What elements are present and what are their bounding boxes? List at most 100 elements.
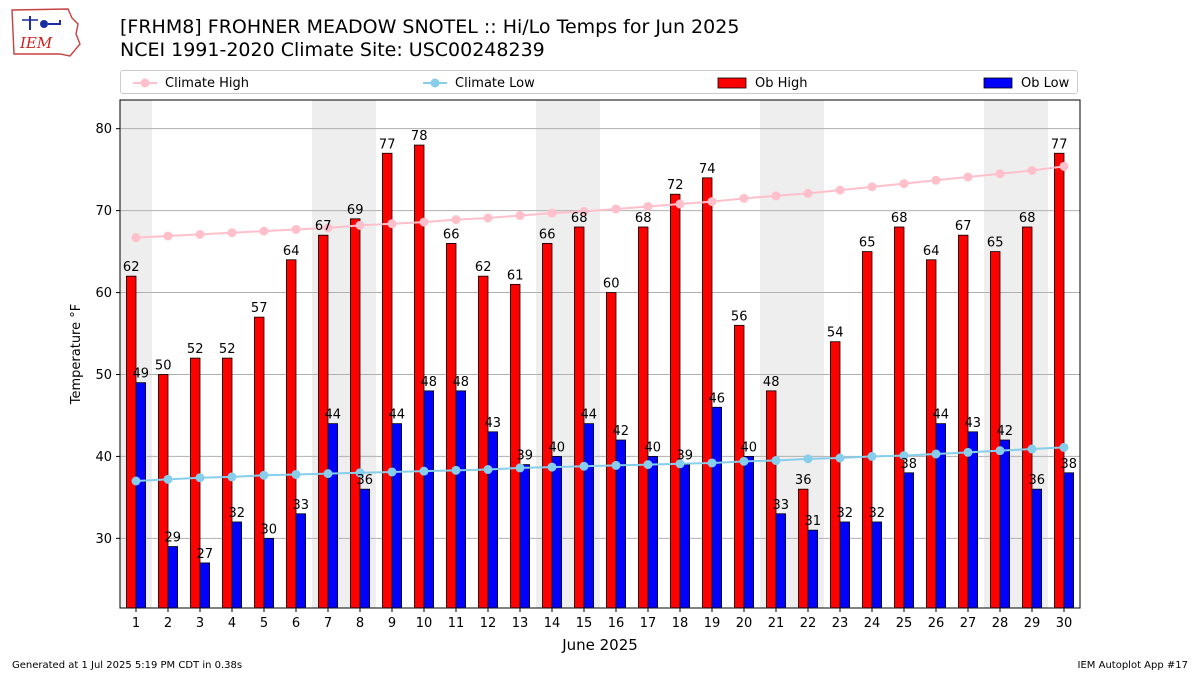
data-label-ob-high: 66 xyxy=(539,227,556,242)
data-label-ob-low: 36 xyxy=(357,473,374,488)
climate-low-point xyxy=(387,467,397,477)
chart-legend: Climate High Climate Low Ob High Ob Low xyxy=(120,70,1078,94)
data-label-ob-low: 46 xyxy=(709,391,726,406)
data-label-ob-low: 43 xyxy=(965,416,982,431)
bar-ob-high xyxy=(734,324,745,609)
data-label-ob-high: 50 xyxy=(155,358,172,373)
data-label-ob-low: 38 xyxy=(1061,457,1078,472)
bar-ob-high xyxy=(253,316,265,609)
legend-item-ob-high: Ob High xyxy=(717,74,808,92)
data-label-ob-high: 67 xyxy=(315,219,332,234)
climate-low-point xyxy=(419,466,429,476)
x-tick-label: 20 xyxy=(736,616,753,631)
data-label-ob-low: 29 xyxy=(165,531,182,546)
legend-label-climate-high: Climate High xyxy=(165,75,250,91)
climate-high-point xyxy=(547,208,557,218)
legend-swatch-climate-low xyxy=(423,78,447,88)
x-tick-label: 18 xyxy=(672,616,689,631)
climate-low-line xyxy=(135,446,1065,482)
climate-high-point xyxy=(803,188,813,198)
bar-ob-high xyxy=(542,242,553,609)
data-label-ob-high: 62 xyxy=(123,260,140,275)
bar-ob-low xyxy=(743,456,755,609)
climate-high-point xyxy=(1027,165,1037,175)
climate-high-point xyxy=(451,215,461,225)
climate-high-point xyxy=(579,206,589,216)
x-tick-label: 3 xyxy=(196,616,204,631)
bar-ob-low xyxy=(967,431,979,609)
climate-low-point xyxy=(515,463,525,473)
data-label-ob-low: 48 xyxy=(453,375,470,390)
y-tick-label: 50 xyxy=(95,368,112,383)
legend-item-ob-low: Ob Low xyxy=(983,74,1069,92)
bar-ob-low xyxy=(487,431,499,609)
climate-high-point xyxy=(163,231,173,241)
data-label-ob-high: 56 xyxy=(731,309,748,324)
bar-ob-low xyxy=(359,488,371,609)
data-label-ob-high: 72 xyxy=(667,178,684,193)
legend-swatch-ob-high xyxy=(717,77,747,89)
bar-ob-high xyxy=(445,242,457,609)
climate-low-point xyxy=(131,476,141,486)
climate-low-point xyxy=(611,460,621,470)
bar-ob-low xyxy=(167,546,179,609)
bar-ob-high xyxy=(126,275,137,609)
climate-low-point xyxy=(195,473,205,483)
x-tick-label: 5 xyxy=(260,616,268,631)
y-axis-label: Temperature °F xyxy=(69,304,84,405)
x-tick-label: 26 xyxy=(928,616,945,631)
climate-low-point xyxy=(579,461,589,471)
bar-ob-high xyxy=(862,251,873,609)
climate-high-point xyxy=(771,191,781,201)
data-label-ob-high: 48 xyxy=(763,375,780,390)
bar-ob-low xyxy=(231,521,243,609)
climate-high-point xyxy=(611,204,621,214)
data-label-ob-high: 68 xyxy=(571,211,588,226)
climate-high-point xyxy=(131,233,141,243)
x-tick-label: 16 xyxy=(608,616,625,631)
bar-ob-low xyxy=(999,439,1011,609)
bar-ob-high xyxy=(285,259,297,609)
legend-label-ob-high: Ob High xyxy=(755,75,808,91)
data-label-ob-low: 48 xyxy=(421,375,438,390)
y-tick-label: 70 xyxy=(95,204,112,219)
x-tick-label: 19 xyxy=(704,616,721,631)
climate-high-point xyxy=(899,179,909,189)
bar-ob-high xyxy=(349,218,361,609)
x-tick-label: 4 xyxy=(228,616,236,631)
data-label-ob-high: 65 xyxy=(987,236,1004,251)
climate-low-point xyxy=(1059,442,1069,452)
data-label-ob-high: 65 xyxy=(859,236,876,251)
bar-ob-low xyxy=(199,562,211,609)
climate-high-point xyxy=(355,220,365,230)
data-label-ob-low: 44 xyxy=(389,408,406,423)
bar-ob-low xyxy=(295,513,307,609)
climate-high-point xyxy=(1059,161,1069,171)
climate-low-point xyxy=(867,451,877,461)
bar-ob-high xyxy=(509,283,521,609)
data-label-ob-low: 27 xyxy=(197,547,214,562)
data-label-ob-high: 67 xyxy=(955,219,972,234)
climate-low-point xyxy=(835,453,845,463)
data-label-ob-high: 69 xyxy=(347,203,364,218)
data-label-ob-low: 42 xyxy=(997,424,1014,439)
x-tick-label: 7 xyxy=(324,616,332,631)
iem-logo: IEM xyxy=(11,8,81,57)
legend-swatch-ob-low xyxy=(983,77,1013,89)
data-label-ob-low: 44 xyxy=(933,408,950,423)
x-tick-label: 6 xyxy=(292,616,300,631)
data-label-ob-high: 62 xyxy=(475,260,492,275)
x-tick-label: 27 xyxy=(960,616,977,631)
climate-low-point xyxy=(931,449,941,459)
climate-high-point xyxy=(963,172,973,182)
bar-ob-low xyxy=(551,456,563,609)
climate-high-point xyxy=(739,193,749,203)
climate-high-point xyxy=(515,211,525,221)
y-grid xyxy=(120,128,1080,539)
data-label-ob-high: 61 xyxy=(507,268,524,283)
climate-low-point xyxy=(227,472,237,482)
x-tick-label: 24 xyxy=(864,616,881,631)
climate-low-point xyxy=(675,459,685,469)
chart-title: [FRHM8] FROHNER MEADOW SNOTEL :: Hi/Lo T… xyxy=(120,16,740,38)
bar-ob-low xyxy=(455,390,467,609)
